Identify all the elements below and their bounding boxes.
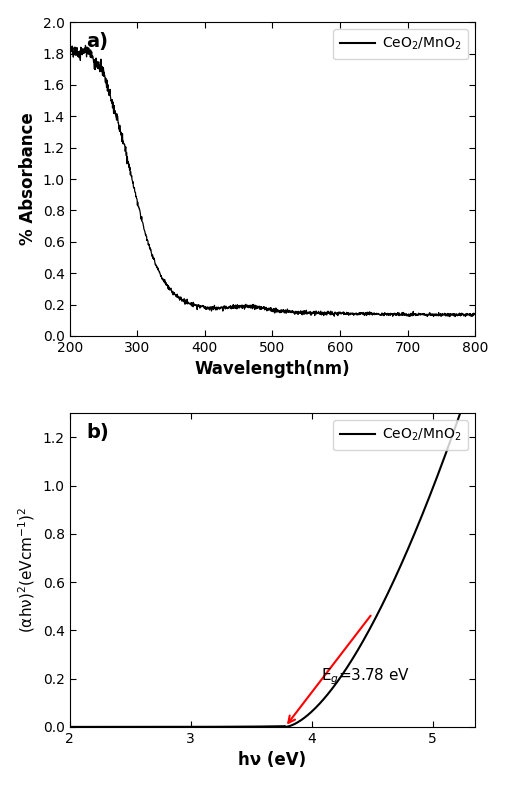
Y-axis label: % Absorbance: % Absorbance	[19, 112, 37, 245]
Legend: CeO$_2$/MnO$_2$: CeO$_2$/MnO$_2$	[333, 29, 468, 60]
X-axis label: Wavelength(nm): Wavelength(nm)	[194, 361, 350, 378]
Text: b): b)	[86, 423, 109, 442]
Y-axis label: (αhν)$^2$(eVcm$^{-1}$)$^2$: (αhν)$^2$(eVcm$^{-1}$)$^2$	[17, 507, 37, 634]
Text: a): a)	[86, 31, 108, 50]
X-axis label: hν (eV): hν (eV)	[238, 751, 307, 769]
Legend: CeO$_2$/MnO$_2$: CeO$_2$/MnO$_2$	[333, 420, 468, 450]
Text: E$_g$=3.78 eV: E$_g$=3.78 eV	[321, 667, 410, 687]
